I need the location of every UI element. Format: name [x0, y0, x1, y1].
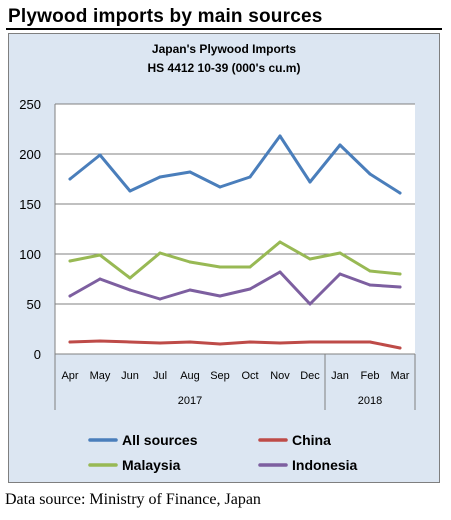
page-heading: Plywood imports by main sources [8, 6, 323, 27]
heading-underline [6, 28, 442, 30]
y-tick-label: 50 [27, 297, 41, 312]
x-tick-label: Oct [241, 370, 258, 382]
chart-subtitle: HS 4412 10-39 (000's cu.m) [147, 61, 301, 75]
data-point-all-sources [338, 143, 342, 147]
legend-label-malaysia: Malaysia [122, 457, 181, 473]
data-point-china [278, 341, 282, 345]
data-point-all-sources [248, 175, 252, 179]
data-point-china [218, 342, 222, 346]
data-point-china [338, 340, 342, 344]
data-point-all-sources [308, 180, 312, 184]
legend-label-china: China [292, 432, 331, 448]
data-point-all-sources [398, 191, 402, 195]
legend-label-indonesia: Indonesia [292, 457, 358, 473]
data-point-indonesia [308, 302, 312, 306]
data-point-malaysia [218, 265, 222, 269]
data-point-all-sources [68, 177, 72, 181]
year-group-label: 2018 [358, 395, 382, 407]
x-tick-label: Jan [331, 370, 349, 382]
data-point-malaysia [68, 259, 72, 263]
series-line-all-sources [68, 134, 402, 195]
data-point-indonesia [218, 294, 222, 298]
chart-title: Japan's Plywood Imports [151, 42, 297, 56]
series-line-indonesia [68, 270, 402, 306]
x-tick-label: Apr [61, 370, 78, 382]
chart-title-block: Japan's Plywood Imports HS 4412 10-39 (0… [8, 40, 440, 78]
data-point-all-sources [158, 175, 162, 179]
x-tick-label: Dec [300, 370, 320, 382]
x-tick-label: Mar [391, 370, 410, 382]
data-point-china [98, 339, 102, 343]
x-tick-label: Feb [361, 370, 380, 382]
data-point-malaysia [278, 240, 282, 244]
data-point-indonesia [338, 272, 342, 276]
data-point-all-sources [368, 172, 372, 176]
data-point-china [68, 340, 72, 344]
data-point-malaysia [98, 253, 102, 257]
series-line-malaysia [68, 240, 402, 280]
data-point-indonesia [398, 285, 402, 289]
data-point-indonesia [68, 294, 72, 298]
x-tick-label: Nov [270, 370, 290, 382]
data-point-indonesia [128, 288, 132, 292]
y-tick-label: 150 [19, 197, 41, 212]
data-point-china [188, 340, 192, 344]
data-point-indonesia [188, 288, 192, 292]
data-point-china [308, 340, 312, 344]
data-point-china [248, 340, 252, 344]
series-line-china [68, 339, 402, 350]
x-tick-label: Sep [210, 370, 230, 382]
x-tick-label: Jul [153, 370, 167, 382]
data-point-china [128, 340, 132, 344]
year-group-label: 2017 [178, 395, 202, 407]
data-point-all-sources [188, 170, 192, 174]
data-point-indonesia [248, 287, 252, 291]
data-point-indonesia [98, 277, 102, 281]
x-tick-label: Jun [121, 370, 139, 382]
data-point-all-sources [218, 185, 222, 189]
data-point-china [368, 340, 372, 344]
data-point-all-sources [98, 153, 102, 157]
y-tick-label: 250 [19, 97, 41, 112]
data-point-malaysia [338, 251, 342, 255]
y-tick-label: 100 [19, 247, 41, 262]
data-point-malaysia [368, 269, 372, 273]
data-point-malaysia [158, 251, 162, 255]
plot-area [55, 104, 415, 354]
data-point-malaysia [308, 257, 312, 261]
data-source-note: Data source: Ministry of Finance, Japan [5, 491, 261, 508]
data-point-china [398, 346, 402, 350]
data-point-indonesia [278, 270, 282, 274]
data-point-indonesia [158, 297, 162, 301]
data-point-malaysia [188, 260, 192, 264]
x-tick-label: May [90, 370, 111, 382]
data-point-all-sources [128, 189, 132, 193]
legend-label-all-sources: All sources [122, 432, 198, 448]
data-point-malaysia [248, 265, 252, 269]
data-point-malaysia [128, 276, 132, 280]
data-point-china [158, 341, 162, 345]
data-point-indonesia [368, 283, 372, 287]
data-point-all-sources [278, 134, 282, 138]
y-tick-label: 0 [34, 347, 41, 362]
data-point-malaysia [398, 272, 402, 276]
y-tick-label: 200 [19, 147, 41, 162]
x-tick-label: Aug [180, 370, 200, 382]
